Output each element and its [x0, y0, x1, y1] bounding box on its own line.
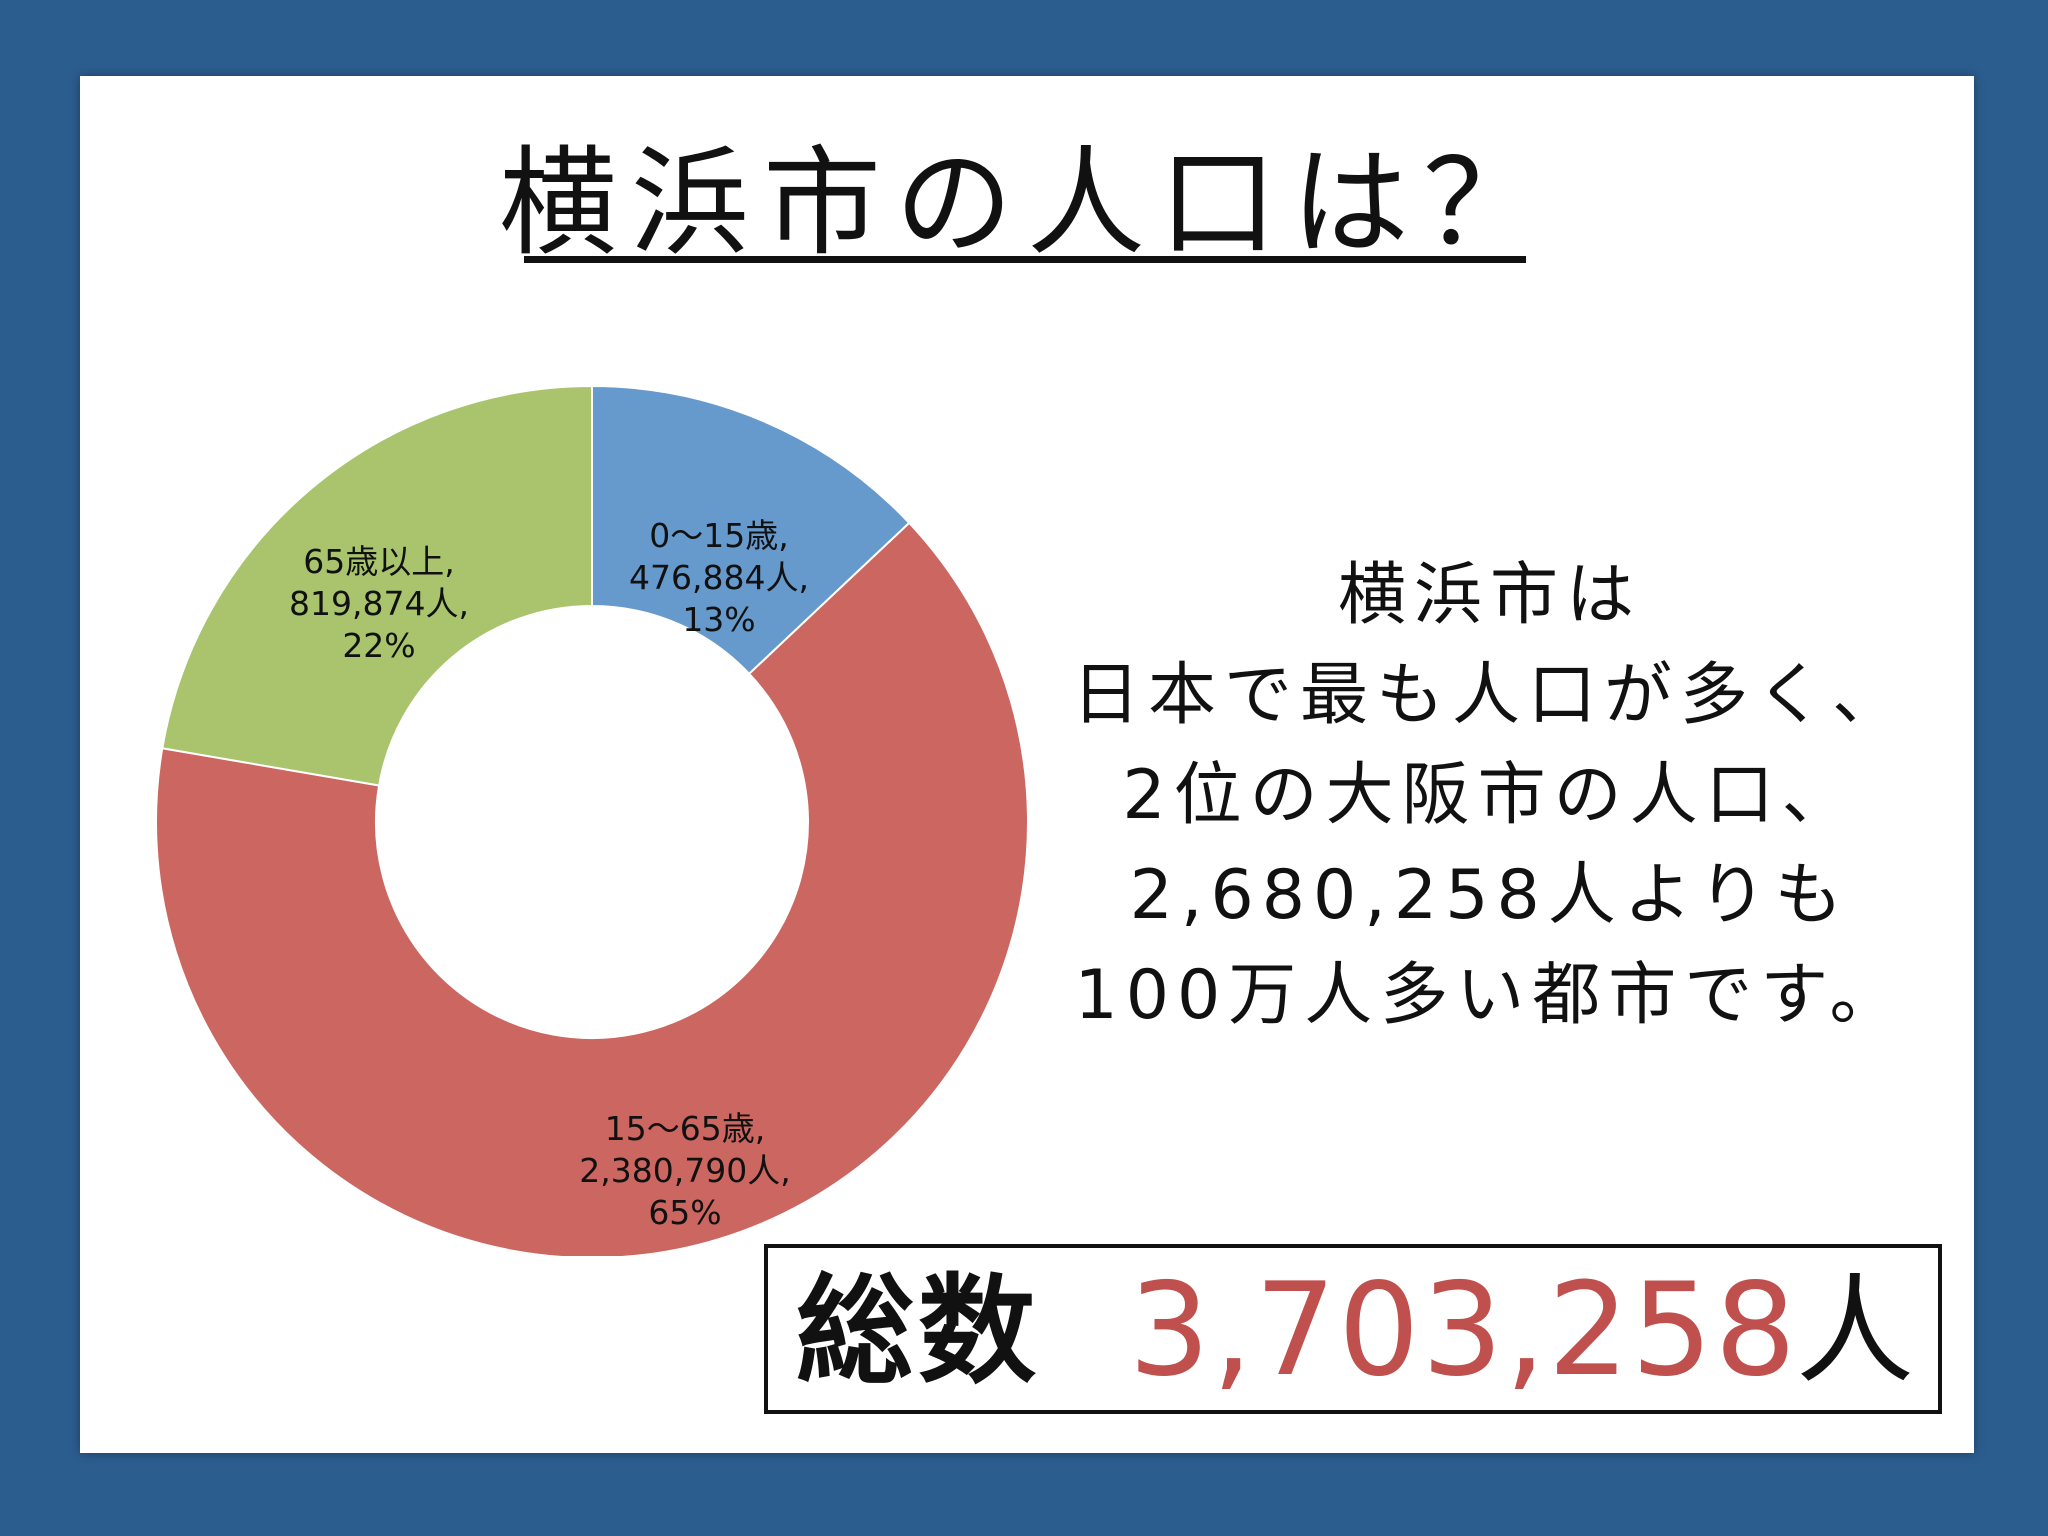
- description-line-3: 2位の大阪市の人口、: [1122, 756, 1858, 835]
- title-underline: [524, 256, 1526, 263]
- total-value: 3,703,258: [1128, 1256, 1798, 1405]
- slide-title: 横浜市の人口は？: [498, 134, 1555, 272]
- donut-slice-2: [155, 521, 1029, 1256]
- slide: 横浜市の人口は？ 0～15歳, 476,884人, 13% 15～65歳, 2,380,…: [80, 76, 1974, 1453]
- total-unit: 人: [1795, 1262, 1914, 1400]
- description-line-2: 日本で最も人口が多く、: [1071, 656, 1908, 735]
- donut-slice-1: [591, 384, 911, 676]
- donut-slice-3: [161, 384, 593, 787]
- slice-label-1: 0～15歳, 476,884人, 13%: [629, 516, 809, 639]
- description-line-5: 100万人多い都市です。: [1074, 956, 1906, 1035]
- description: 横浜市は 日本で最も人口が多く、 2位の大阪市の人口、 2,680,258人より…: [1070, 546, 1910, 1046]
- slice-label-3: 65歳以上, 819,874人, 22%: [289, 542, 469, 665]
- total-label: 総数: [796, 1262, 1041, 1400]
- total-box: 総数 3,703,258 人: [764, 1244, 1942, 1414]
- donut-chart: 0～15歳, 476,884人, 13% 15～65歳, 2,380,790人, 65% 6…: [155, 384, 1029, 1256]
- description-line-1: 横浜市は: [1337, 556, 1642, 635]
- slice-label-2: 15～65歳, 2,380,790人, 65%: [579, 1109, 790, 1232]
- description-line-4: 2,680,258人よりも: [1129, 856, 1851, 935]
